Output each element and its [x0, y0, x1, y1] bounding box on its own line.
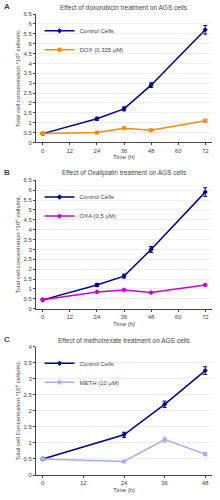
svg-text:12: 12	[67, 148, 74, 154]
svg-text:24: 24	[94, 314, 101, 320]
svg-text:4.5: 4.5	[23, 51, 32, 57]
svg-text:3: 3	[28, 247, 32, 253]
svg-text:0.5: 0.5	[23, 130, 32, 136]
svg-text:60: 60	[175, 148, 182, 154]
svg-text:5: 5	[28, 41, 32, 47]
svg-text:2: 2	[28, 408, 32, 414]
svg-text:0.5: 0.5	[23, 296, 32, 302]
svg-text:B: B	[4, 168, 10, 177]
svg-text:4.5: 4.5	[23, 217, 32, 223]
svg-text:Effect of methotrexate treatme: Effect of methotrexate treatment on AGS …	[58, 337, 191, 344]
svg-text:60: 60	[175, 314, 182, 320]
svg-text:6.5: 6.5	[23, 177, 32, 183]
svg-text:2.5: 2.5	[23, 256, 32, 262]
svg-text:Total cell concentration *10⁶: Total cell concentration *10⁶ cells/mL	[15, 29, 21, 128]
svg-text:12: 12	[67, 314, 74, 320]
svg-text:1: 1	[28, 286, 32, 292]
svg-text:1: 1	[28, 120, 32, 126]
svg-text:Time (h): Time (h)	[113, 321, 135, 327]
svg-text:Time (h): Time (h)	[113, 487, 135, 493]
svg-text:36: 36	[161, 480, 168, 486]
svg-text:2: 2	[28, 100, 32, 106]
svg-text:0: 0	[41, 480, 45, 486]
svg-text:Total cell concentration *10⁶: Total cell concentration *10⁶ cells/mL	[15, 195, 21, 294]
svg-text:1.5: 1.5	[23, 110, 32, 116]
svg-text:0: 0	[41, 148, 45, 154]
svg-text:1: 1	[28, 440, 32, 446]
svg-text:3.5: 3.5	[23, 70, 32, 76]
svg-text:METH (10 μM): METH (10 μM)	[80, 380, 119, 386]
svg-text:24: 24	[94, 148, 101, 154]
svg-text:DOX (0.325 μM): DOX (0.325 μM)	[80, 47, 124, 53]
svg-text:3: 3	[28, 80, 32, 86]
svg-text:OXA (0.5 μM): OXA (0.5 μM)	[80, 213, 116, 219]
svg-text:72: 72	[202, 148, 209, 154]
svg-text:Control Cells: Control Cells	[80, 194, 114, 200]
svg-text:C: C	[4, 335, 10, 344]
svg-text:3.5: 3.5	[23, 360, 32, 366]
svg-text:2: 2	[28, 266, 32, 272]
svg-text:6.5: 6.5	[23, 11, 32, 17]
svg-text:0.5: 0.5	[23, 456, 32, 462]
svg-text:48: 48	[202, 480, 209, 486]
svg-text:Effect of doxorubicin treatmen: Effect of doxorubicin treatment on AGS c…	[60, 4, 188, 11]
svg-text:48: 48	[148, 314, 155, 320]
svg-text:4: 4	[28, 61, 32, 67]
svg-text:36: 36	[121, 314, 128, 320]
svg-text:24: 24	[121, 480, 128, 486]
svg-text:6: 6	[28, 187, 32, 193]
svg-text:36: 36	[121, 148, 128, 154]
svg-text:5.5: 5.5	[23, 31, 32, 37]
svg-text:6: 6	[28, 21, 32, 27]
svg-text:0: 0	[41, 314, 45, 320]
svg-text:0: 0	[28, 306, 32, 312]
svg-text:12: 12	[80, 480, 87, 486]
svg-text:3: 3	[28, 376, 32, 382]
svg-text:3.5: 3.5	[23, 237, 32, 243]
svg-text:4: 4	[28, 344, 32, 350]
svg-text:Control Cells: Control Cells	[80, 361, 114, 367]
svg-text:4: 4	[28, 227, 32, 233]
svg-text:Time (h): Time (h)	[113, 154, 135, 160]
svg-text:0: 0	[28, 472, 32, 478]
svg-text:Control Cells: Control Cells	[80, 28, 114, 34]
svg-text:A: A	[4, 2, 10, 11]
svg-text:1.5: 1.5	[23, 424, 32, 430]
svg-text:72: 72	[202, 314, 209, 320]
svg-text:1.5: 1.5	[23, 276, 32, 282]
svg-text:5.5: 5.5	[23, 197, 32, 203]
svg-text:5: 5	[28, 207, 32, 213]
svg-text:2.5: 2.5	[23, 90, 32, 96]
svg-text:Effect of Oxaliplatin treatmen: Effect of Oxaliplatin treatment on AGS c…	[62, 169, 187, 177]
svg-text:2.5: 2.5	[23, 392, 32, 398]
svg-text:48: 48	[148, 148, 155, 154]
svg-text:Total cell Concentration *10⁶: Total cell Concentration *10⁶ cells/mL	[15, 360, 21, 460]
svg-text:0: 0	[28, 140, 32, 146]
